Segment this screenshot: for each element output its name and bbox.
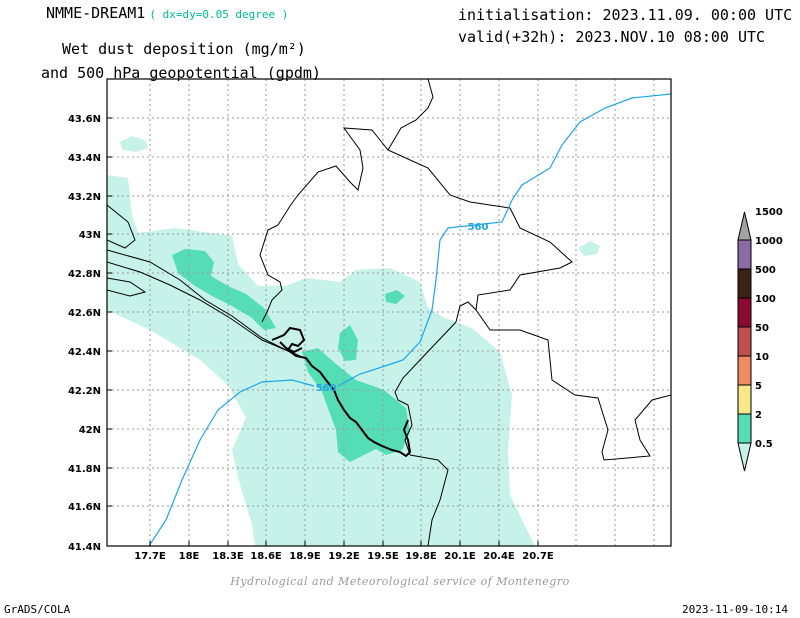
deposition-medium-areas [172, 249, 410, 462]
footer-timestamp: 2023-11-09-10:14 [682, 603, 788, 616]
lat-tick-label: 42.4N [68, 347, 101, 358]
lat-tick-label: 42.6N [68, 308, 101, 319]
montenegro-coastline [271, 326, 412, 458]
deposition-medium-inland [338, 325, 358, 361]
coast-line-3 [107, 277, 147, 297]
legend-level-label: 0.5 [755, 439, 773, 450]
country-borders [107, 79, 671, 546]
geopotential-contours [148, 93, 671, 546]
border-kosovo [475, 309, 671, 461]
variable-title-line-1: Wet dust deposition (mg/m²) [62, 40, 306, 58]
contour-label-south: 560 [316, 383, 337, 394]
border-croatia-bosnia-coast [107, 204, 136, 249]
legend-level-label: 2 [755, 410, 762, 421]
lon-tick-label: 20.4E [483, 551, 515, 562]
legend-level-label: 100 [755, 294, 776, 305]
legend-swatch [737, 297, 752, 328]
lat-tick-label: 43N [79, 230, 101, 241]
legend-swatch [737, 355, 752, 386]
lat-tick-label: 41.8N [68, 464, 101, 475]
legend-arrow-high [737, 211, 752, 241]
model-resolution: ( dx=dy=0.05 degree ) [149, 8, 289, 21]
lon-tick-label: 19.2E [328, 551, 360, 562]
lat-tick-label: 42.8N [68, 269, 101, 280]
deposition-light-patch-east [578, 241, 600, 256]
border-albania-east [409, 454, 449, 546]
color-legend: 0.5 2 5 10 50 100 500 1000 1500 [737, 207, 783, 472]
contour-560-mid [337, 341, 421, 387]
lon-tick-label: 18.9E [289, 551, 321, 562]
latitude-labels: 41.4N 41.6N 41.8N 42N 42.2N 42.4N 42.6N 42.8N 43… [68, 114, 112, 553]
valid-time: valid(+32h): 2023.NOV.10 08:00 UTC [458, 28, 766, 46]
legend-level-label: 10 [755, 352, 769, 363]
lon-tick-label: 18E [179, 551, 200, 562]
lat-tick-label: 41.4N [68, 542, 101, 553]
lon-tick-label: 17.7E [134, 551, 166, 562]
legend-level-label: 50 [755, 323, 769, 334]
lon-tick-label: 20.1E [444, 551, 476, 562]
lat-tick-label: 43.4N [68, 153, 101, 164]
deposition-medium-patch [385, 290, 405, 304]
lat-tick-label: 43.2N [68, 192, 101, 203]
legend-swatch [737, 384, 752, 415]
legend-swatch [737, 413, 752, 444]
longitude-labels: 17.7E 18E 18.3E 18.6E 18.9E 19.2E 19.5E 19.8E 20… [134, 541, 554, 562]
deposition-light-patch-north [120, 136, 148, 152]
legend-level-label: 1000 [755, 236, 783, 247]
lon-tick-label: 18.6E [250, 551, 282, 562]
model-name: NMME-DREAM1 [46, 4, 146, 22]
contour-560-south [148, 379, 315, 546]
contour-560-north [419, 93, 671, 343]
footer-software: GrADS/COLA [4, 603, 71, 616]
graticule [107, 79, 671, 546]
model-title: NMME-DREAM1( dx=dy=0.05 degree ) [46, 4, 288, 22]
legend-level-label: 1500 [755, 207, 783, 218]
coast-line-1 [107, 249, 291, 353]
deposition-medium-coast [302, 348, 410, 462]
lat-tick-label: 41.6N [68, 502, 101, 513]
legend-arrow-low [737, 442, 752, 472]
initialisation-time: initialisation: 2023.11.09. 00:00 UTC [458, 6, 793, 24]
lat-tick-label: 42.2N [68, 386, 101, 397]
lon-tick-label: 18.3E [212, 551, 244, 562]
lat-tick-label: 42N [79, 425, 101, 436]
lat-tick-label: 43.6N [68, 114, 101, 125]
legend-level-label: 5 [755, 381, 762, 392]
border-montenegro-albania [394, 321, 457, 456]
map-plot-area [107, 79, 671, 546]
lon-tick-label: 20.7E [522, 551, 554, 562]
legend-swatch [737, 239, 752, 270]
legend-swatch [737, 268, 752, 299]
credit-text: Hydrological and Meteorological service … [230, 575, 570, 588]
variable-title-line-2: and 500 hPa geopotential (gpdm) [41, 64, 321, 82]
deposition-medium-northwest [172, 249, 276, 330]
lon-tick-label: 19.8E [405, 551, 437, 562]
contour-label-north: 560 [468, 222, 489, 233]
coast-line-2 [107, 261, 301, 357]
border-serbia [387, 149, 573, 323]
legend-level-label: 500 [755, 265, 776, 276]
legend-swatch [737, 326, 752, 357]
lon-tick-label: 19.5E [367, 551, 399, 562]
border-bosnia-montenegro [259, 79, 434, 323]
